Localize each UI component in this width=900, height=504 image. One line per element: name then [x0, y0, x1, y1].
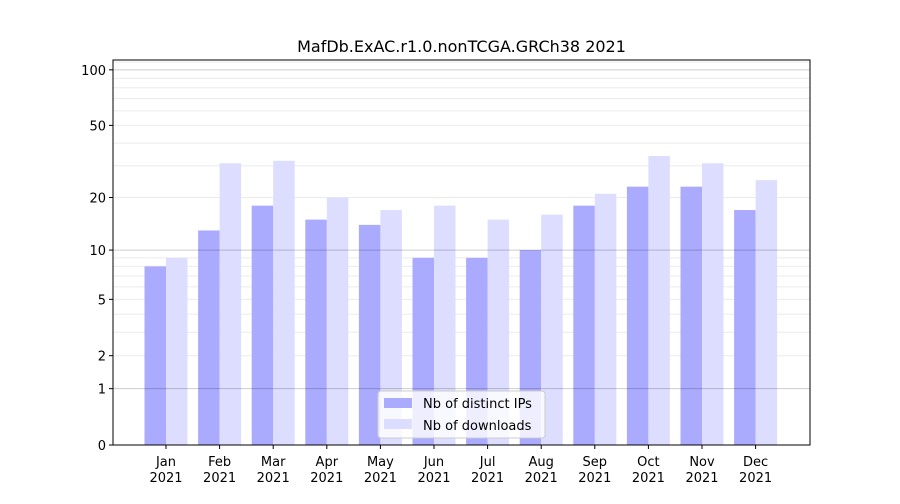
bar-downloads	[326, 197, 349, 445]
grid-overlay	[113, 69, 810, 390]
y-tick-label: 50	[89, 119, 106, 134]
x-tick-label: May	[367, 455, 394, 470]
x-tick-label: 2021	[525, 471, 558, 486]
x-tick-label: Jan	[155, 455, 176, 470]
x-tick-label: Feb	[208, 455, 231, 470]
bar-downloads	[487, 219, 510, 445]
x-tick-label: 2021	[257, 471, 290, 486]
x-axis: Jan2021Feb2021Mar2021Apr2021May2021Jun20…	[149, 445, 772, 486]
x-tick-label: Mar	[261, 455, 286, 470]
chart-title: MafDb.ExAC.r1.0.nonTCGA.GRCh38 2021	[297, 37, 626, 56]
legend-label-downloads: Nb of downloads	[423, 419, 532, 434]
bar-downloads	[166, 257, 188, 445]
y-tick-label: 5	[98, 293, 106, 308]
y-axis: 0 1 2 5 10 20 50 100	[81, 64, 113, 454]
bar-downloads	[434, 205, 456, 445]
x-tick-label: 2021	[364, 471, 397, 486]
x-tick-label: Sep	[583, 455, 608, 470]
legend-label-ips: Nb of distinct IPs	[423, 397, 532, 412]
bar-distinct-ips	[251, 205, 274, 445]
x-tick-label: 2021	[417, 471, 450, 486]
x-tick-label: Jun	[423, 455, 444, 470]
legend: Nb of distinct IPs Nb of downloads	[377, 390, 546, 439]
y-tick-label: 1	[98, 383, 106, 398]
y-tick-label: 2	[98, 350, 106, 365]
bars	[144, 155, 778, 446]
x-tick-label: 2021	[632, 471, 665, 486]
legend-swatch-downloads	[384, 419, 412, 429]
bar-downloads	[380, 210, 402, 445]
y-tick-label: 100	[81, 64, 106, 79]
x-tick-label: Nov	[689, 455, 715, 470]
x-tick-label: Jul	[479, 455, 496, 470]
y-tick-label: 10	[89, 244, 106, 259]
bar-distinct-ips	[680, 186, 702, 446]
x-tick-label: Dec	[743, 455, 768, 470]
bar-distinct-ips	[358, 224, 381, 445]
bar-distinct-ips	[198, 230, 220, 445]
bar-distinct-ips	[144, 266, 166, 445]
bar-downloads	[541, 214, 563, 445]
bar-downloads	[219, 163, 242, 445]
x-tick-label: Oct	[637, 455, 659, 470]
x-tick-label: Apr	[316, 455, 339, 470]
bar-downloads	[594, 193, 617, 445]
x-tick-label: 2021	[685, 471, 718, 486]
y-tick-label: 20	[89, 192, 106, 207]
bar-downloads	[702, 163, 724, 445]
y-tick-label: 0	[98, 439, 106, 454]
bar-distinct-ips	[305, 219, 327, 445]
legend-swatch-ips	[384, 398, 412, 408]
x-tick-label: Aug	[529, 455, 554, 470]
bar-distinct-ips	[573, 205, 595, 445]
x-tick-label: 2021	[739, 471, 772, 486]
bar-distinct-ips	[626, 186, 649, 446]
x-tick-label: 2021	[203, 471, 236, 486]
bar-downloads	[273, 160, 295, 445]
x-tick-label: 2021	[471, 471, 504, 486]
bar-downloads	[648, 155, 670, 446]
x-tick-label: 2021	[310, 471, 343, 486]
bar-distinct-ips	[734, 210, 756, 445]
bar-downloads	[755, 180, 778, 445]
x-tick-label: 2021	[149, 471, 182, 486]
plot-frame	[112, 59, 811, 446]
x-tick-label: 2021	[578, 471, 611, 486]
